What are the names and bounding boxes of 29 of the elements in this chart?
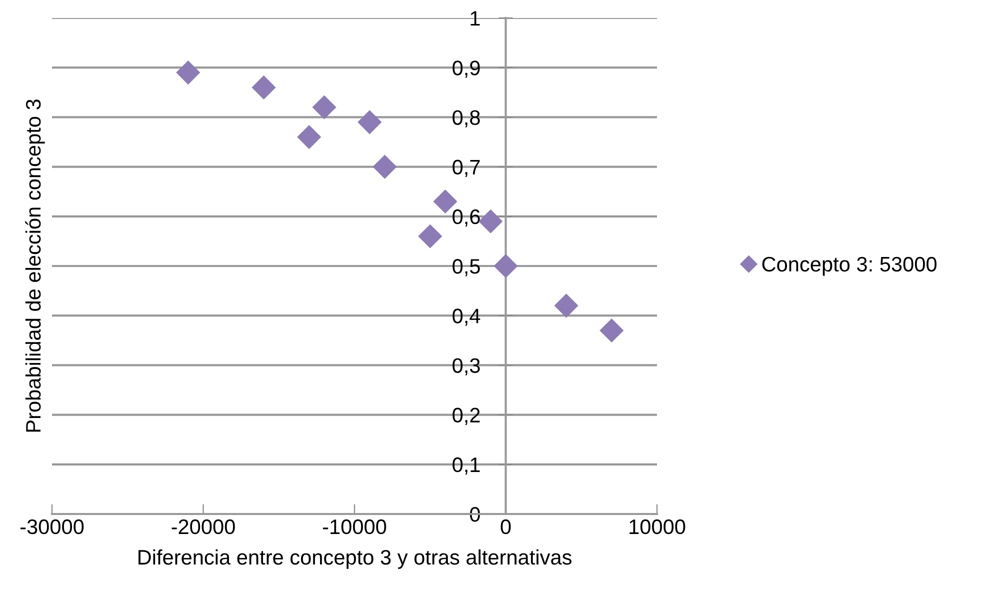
y-tick-label: 0,1 <box>452 457 480 475</box>
y-tick-label: 0,4 <box>452 308 480 326</box>
point <box>494 254 518 278</box>
x-tick-label: 0 <box>500 519 511 534</box>
y-tick-label: 0,3 <box>452 358 480 376</box>
point <box>478 209 503 234</box>
point <box>358 110 382 134</box>
x-tick-label: 10000 <box>630 519 686 534</box>
point <box>372 154 397 179</box>
point <box>600 318 624 343</box>
y-tick-label: 0,7 <box>452 160 480 178</box>
point <box>312 95 336 120</box>
x-tick-label: -30000 <box>20 519 84 534</box>
point <box>297 125 322 150</box>
y-tick-label: 0,8 <box>452 110 480 128</box>
y-tick-label: 0,5 <box>452 259 480 276</box>
x-tick-label: -10000 <box>322 519 386 534</box>
y-tick-label: 1 <box>470 11 480 26</box>
x-axis-title: Diferencia entre concepto 3 y otras alternativas <box>138 549 572 569</box>
y-tick-label: 0,9 <box>452 60 480 78</box>
y-tick-label: 0,6 <box>452 209 480 227</box>
x-tick-label: -20000 <box>172 519 235 534</box>
point <box>176 60 200 85</box>
legend-label: Concepto 3: 53000 <box>762 256 936 276</box>
y-tick-label: 0,2 <box>452 408 480 426</box>
y-axis-title: Probabilidad de elección concepto 3 <box>25 100 45 432</box>
point <box>554 294 578 318</box>
point <box>252 75 276 100</box>
point <box>418 224 442 248</box>
